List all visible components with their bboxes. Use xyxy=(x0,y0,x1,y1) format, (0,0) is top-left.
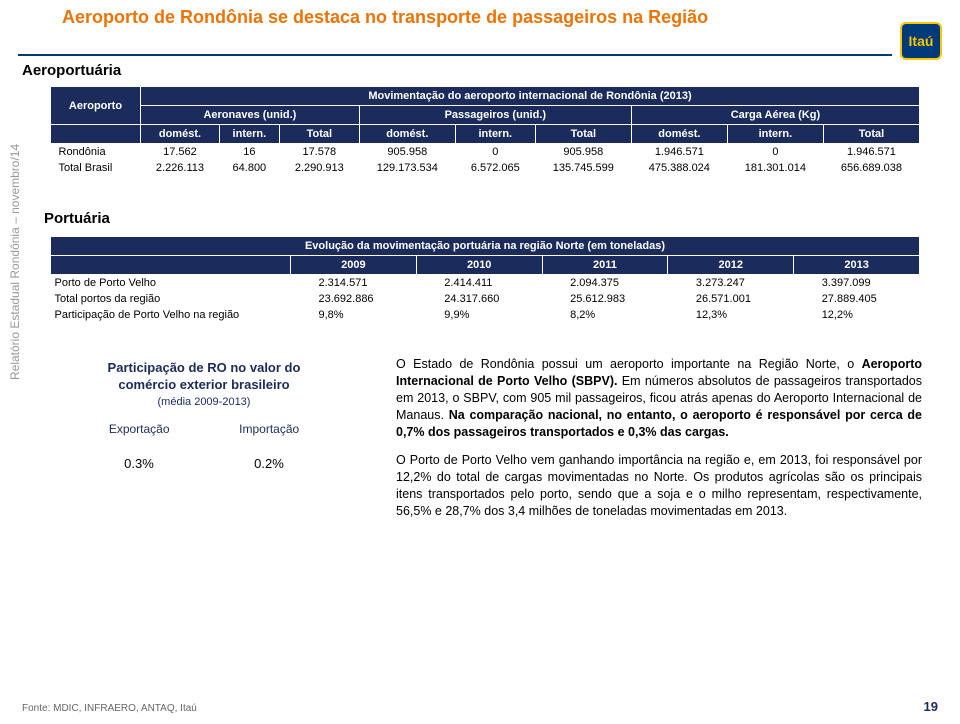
t1r0-v8: 1.946.571 xyxy=(823,144,919,161)
table2-y3: 2012 xyxy=(668,256,794,275)
table-row: Porto de Porto Velho 2.314.571 2.414.411… xyxy=(51,275,920,292)
table1-sub-4: intern. xyxy=(455,125,535,144)
t1r0-v1: 16 xyxy=(219,144,279,161)
page-number: 19 xyxy=(924,699,938,714)
table2-y1: 2010 xyxy=(416,256,542,275)
t2r2-v1: 9,9% xyxy=(416,307,542,323)
p1d: Na comparação nacional, no entanto, o ae… xyxy=(396,408,922,439)
table1-sub-5: Total xyxy=(535,125,631,144)
table1-sub-0: domést. xyxy=(141,125,220,144)
t2r0-v2: 2.094.375 xyxy=(542,275,668,292)
table2-y2: 2011 xyxy=(542,256,668,275)
p1a: O Estado de Rondônia possui um aeroporto… xyxy=(396,357,862,371)
body-text: O Estado de Rondônia possui um aeroporto… xyxy=(396,356,922,532)
box-col2: Importação xyxy=(239,422,299,436)
table1-blank xyxy=(51,125,141,144)
table1-title: Movimentação do aeroporto internacional … xyxy=(141,87,920,106)
t1r0-v5: 905.958 xyxy=(535,144,631,161)
t1r1-v1: 64.800 xyxy=(219,160,279,176)
t2r2-v3: 12,3% xyxy=(668,307,794,323)
t1r1-v7: 181.301.014 xyxy=(727,160,823,176)
box-title-2: comércio exterior brasileiro xyxy=(74,377,334,394)
t2r0-v3: 3.273.247 xyxy=(668,275,794,292)
t2r1-name: Total portos da região xyxy=(51,291,291,307)
table2-y0: 2009 xyxy=(291,256,417,275)
title-container: Aeroporto de Rondônia se destaca no tran… xyxy=(62,6,890,29)
table-row: Participação de Porto Velho na região 9,… xyxy=(51,307,920,323)
trade-box: Participação de RO no valor do comércio … xyxy=(74,360,334,471)
t1r1-v6: 475.388.024 xyxy=(631,160,727,176)
box-col1: Exportação xyxy=(109,422,170,436)
table1-sub-1: intern. xyxy=(219,125,279,144)
t1r1-v0: 2.226.113 xyxy=(141,160,220,176)
table-row: Rondônia 17.562 16 17.578 905.958 0 905.… xyxy=(51,144,920,161)
table1-group-1: Passageiros (unid.) xyxy=(359,106,631,125)
table1-sub-6: domést. xyxy=(631,125,727,144)
t2r1-v4: 27.889.405 xyxy=(794,291,920,307)
t1r0-v7: 0 xyxy=(727,144,823,161)
page-title: Aeroporto de Rondônia se destaca no tran… xyxy=(62,6,890,29)
sidebar-label: Relatório Estadual Rondônia – novembro/1… xyxy=(8,144,22,380)
box-v1: 0.3% xyxy=(124,456,154,471)
table2-y4: 2013 xyxy=(794,256,920,275)
t1r0-v6: 1.946.571 xyxy=(631,144,727,161)
t1r1-v4: 6.572.065 xyxy=(455,160,535,176)
box-title-1: Participação de RO no valor do xyxy=(74,360,334,377)
table2-title: Evolução da movimentação portuária na re… xyxy=(51,237,920,256)
table1-group-2: Carga Aérea (Kg) xyxy=(631,106,919,125)
t1r0-v2: 17.578 xyxy=(279,144,359,161)
t2r0-name: Porto de Porto Velho xyxy=(51,275,291,292)
t2r2-v4: 12,2% xyxy=(794,307,920,323)
port-table: Evolução da movimentação portuária na re… xyxy=(50,236,920,323)
t2r0-v1: 2.414.411 xyxy=(416,275,542,292)
t1r1-v3: 129.173.534 xyxy=(359,160,455,176)
section-aeroportuaria: Aeroportuária xyxy=(22,62,121,79)
table1-sub-7: intern. xyxy=(727,125,823,144)
t1r0-v3: 905.958 xyxy=(359,144,455,161)
table1-rowlabel: Aeroporto xyxy=(51,87,141,125)
table1-sub-8: Total xyxy=(823,125,919,144)
table1-sub-3: domést. xyxy=(359,125,455,144)
t2r2-name: Participação de Porto Velho na região xyxy=(51,307,291,323)
table1-sub-2: Total xyxy=(279,125,359,144)
t1r1-v2: 2.290.913 xyxy=(279,160,359,176)
t1r0-v0: 17.562 xyxy=(141,144,220,161)
table-row: Total portos da região 23.692.886 24.317… xyxy=(51,291,920,307)
airport-table: Aeroporto Movimentação do aeroporto inte… xyxy=(50,86,920,176)
t1r0-v4: 0 xyxy=(455,144,535,161)
t2r1-v0: 23.692.886 xyxy=(291,291,417,307)
section-portuaria: Portuária xyxy=(44,210,110,227)
table1-group-0: Aeronaves (unid.) xyxy=(141,106,360,125)
t1r1-v5: 135.745.599 xyxy=(535,160,631,176)
table2-blank xyxy=(51,256,291,275)
t2r1-v2: 25.612.983 xyxy=(542,291,668,307)
t2r1-v1: 24.317.660 xyxy=(416,291,542,307)
t2r1-v3: 26.571.001 xyxy=(668,291,794,307)
title-separator xyxy=(18,54,892,56)
t1r1-v8: 656.689.038 xyxy=(823,160,919,176)
t2r2-v0: 9,8% xyxy=(291,307,417,323)
box-sub: (média 2009-2013) xyxy=(74,396,334,408)
box-v2: 0.2% xyxy=(254,456,284,471)
t2r0-v0: 2.314.571 xyxy=(291,275,417,292)
t1r0-name: Rondônia xyxy=(51,144,141,161)
t2r0-v4: 3.397.099 xyxy=(794,275,920,292)
t1r1-name: Total Brasil xyxy=(51,160,141,176)
t2r2-v2: 8,2% xyxy=(542,307,668,323)
itau-logo: Itaú xyxy=(900,22,942,60)
table-row: Total Brasil 2.226.113 64.800 2.290.913 … xyxy=(51,160,920,176)
footer-source: Fonte: MDIC, INFRAERO, ANTAQ, Itaú xyxy=(22,703,197,714)
